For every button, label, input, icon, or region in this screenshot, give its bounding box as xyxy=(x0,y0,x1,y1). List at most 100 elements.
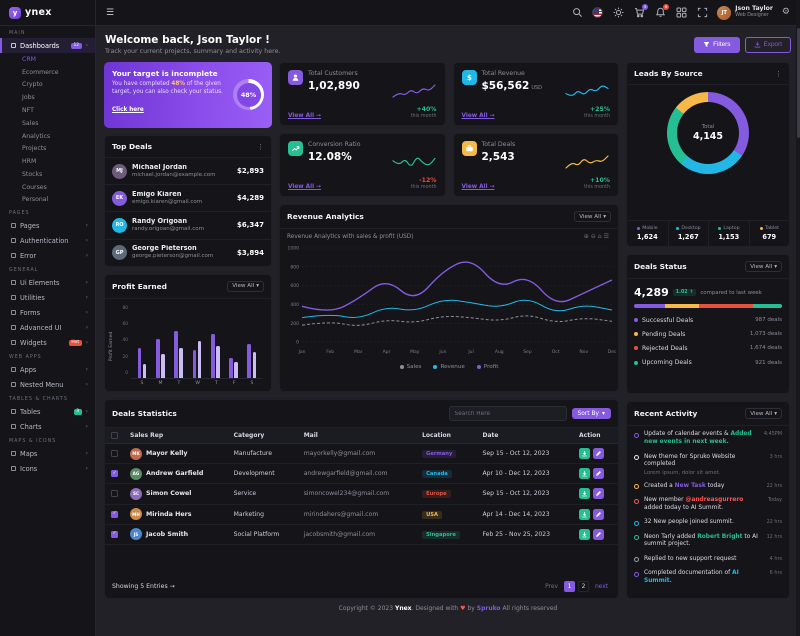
export-button[interactable]: Export xyxy=(744,36,791,53)
top-deal-row[interactable]: RO Randy Origoan randy.origoan@gmail.com… xyxy=(105,212,271,240)
sidebar-item[interactable]: Icons › xyxy=(0,461,95,476)
kebab-menu-icon[interactable]: ⋮ xyxy=(257,142,264,151)
row-checkbox[interactable]: ✓ xyxy=(111,510,118,518)
deals-status-view-all[interactable]: View All ▾ xyxy=(745,261,782,272)
edit-button[interactable] xyxy=(593,508,605,520)
sidebar-subitem[interactable]: NFT xyxy=(22,107,34,115)
sidebar-subitem[interactable]: HRM xyxy=(22,158,37,166)
download-button[interactable] xyxy=(579,468,591,480)
menu-toggle-icon[interactable]: ☰ xyxy=(106,7,115,18)
target-click-here-link[interactable]: Click here xyxy=(112,107,144,114)
pagination-page-1[interactable]: 1 xyxy=(563,581,575,592)
view-all-link[interactable]: View All → xyxy=(288,113,322,119)
pagination-next[interactable]: next xyxy=(594,583,608,590)
rep-avatar: JS xyxy=(130,528,142,541)
edit-button[interactable] xyxy=(593,448,605,460)
activity-item: Completed documentation of AI Summit. 6 … xyxy=(627,567,789,589)
download-button[interactable] xyxy=(579,508,591,520)
sidebar-item-icon xyxy=(11,340,16,346)
user-menu[interactable]: JT Json Taylor Web Designer xyxy=(717,5,773,20)
search-input[interactable] xyxy=(448,406,567,421)
table-column-header[interactable]: Sales Rep xyxy=(124,428,228,444)
sidebar-item[interactable]: Maps › xyxy=(0,446,95,461)
settings-gear-icon[interactable]: ⚙ xyxy=(781,7,790,17)
sidebar-item[interactable]: Widgets Hot › xyxy=(0,335,95,350)
cart-icon[interactable]: 5 xyxy=(633,3,649,19)
theme-toggle-sun-icon[interactable] xyxy=(612,7,624,19)
view-all-link[interactable]: View All → xyxy=(461,184,495,190)
fullscreen-icon[interactable] xyxy=(696,7,708,19)
download-button[interactable] xyxy=(579,528,591,540)
sidebar-item[interactable]: Apps › xyxy=(0,362,95,377)
pagination-page-2[interactable]: 2 xyxy=(577,581,589,592)
sidebar-subitem[interactable]: CRM xyxy=(22,55,36,63)
sidebar-item[interactable]: Advanced UI › xyxy=(0,320,95,335)
filters-button[interactable]: Filters xyxy=(694,36,740,53)
sidebar-subitem[interactable]: Personal xyxy=(22,196,49,204)
sidebar-item[interactable]: Pages › xyxy=(0,218,95,233)
table-column-header[interactable]: Date xyxy=(476,428,574,444)
notifications-bell-icon[interactable]: 6 xyxy=(654,3,670,19)
sidebar-item[interactable]: Forms › xyxy=(0,305,95,320)
sidebar-item[interactable]: Dashboards 12 › xyxy=(0,38,95,53)
download-button[interactable] xyxy=(579,488,591,500)
download-button[interactable] xyxy=(579,448,591,460)
table-row[interactable]: ✓ MK Mayor Kelly Manufacture mayorkelly@g… xyxy=(105,443,618,465)
sidebar-subitem[interactable]: Stocks xyxy=(22,170,43,178)
sidebar-item-icon xyxy=(11,280,16,286)
sidebar-subitem[interactable]: Ecommerce xyxy=(22,68,59,76)
row-checkbox[interactable]: ✓ xyxy=(111,450,118,458)
sidebar-item[interactable]: Ui Elements › xyxy=(0,275,95,290)
profit-view-all[interactable]: View All ▾ xyxy=(227,280,264,292)
search-icon[interactable] xyxy=(571,7,583,19)
row-checkbox[interactable]: ✓ xyxy=(111,530,118,538)
sidebar-item[interactable]: Nested Menu › xyxy=(0,377,95,392)
apps-grid-icon[interactable] xyxy=(675,7,687,19)
table-column-header[interactable]: Mail xyxy=(297,428,417,444)
sort-by-button[interactable]: Sort By ▾ xyxy=(571,407,611,420)
sidebar-item[interactable]: Charts › xyxy=(0,419,95,434)
table-column-header[interactable]: Category xyxy=(227,428,298,444)
activity-view-all[interactable]: View All ▾ xyxy=(745,408,782,419)
status-dot xyxy=(634,346,638,351)
top-deal-row[interactable]: MJ Michael Jordan michael.jordan@example… xyxy=(105,158,271,186)
edit-button[interactable] xyxy=(593,468,605,480)
activity-time: 3 hrs xyxy=(769,453,782,460)
sidebar-subitem[interactable]: Crypto xyxy=(22,81,43,89)
view-all-link[interactable]: View All → xyxy=(288,184,322,190)
table-column-header[interactable]: Location xyxy=(416,428,477,444)
sidebar-item[interactable]: Utilities › xyxy=(0,290,95,305)
scrollbar[interactable] xyxy=(796,0,800,636)
revenue-title: Revenue Analytics xyxy=(287,212,364,221)
sidebar-subitem[interactable]: Jobs xyxy=(22,94,35,102)
edit-button[interactable] xyxy=(593,528,605,540)
table-row[interactable]: ✓ MH Mirinda Hers Marketing mirindahers@g… xyxy=(105,504,618,525)
select-all-checkbox[interactable]: ✓ xyxy=(111,432,118,439)
designer-link[interactable]: Spruko xyxy=(476,605,501,612)
chart-toolbar[interactable]: ⊕⊖⌂☰ xyxy=(584,233,611,240)
sidebar-subitem[interactable]: Sales xyxy=(22,119,39,127)
top-deal-row[interactable]: EK Emigo Kiaren emigo.kiaren@gmail.com $… xyxy=(105,185,271,213)
sidebar-subitem[interactable]: Projects xyxy=(22,145,47,153)
table-row[interactable]: ✓ JS Jacob Smith Social Platform jacobsmi… xyxy=(105,524,618,545)
sidebar-item[interactable]: Authentication › xyxy=(0,233,95,248)
sidebar-item[interactable]: Error › xyxy=(0,248,95,263)
deal-amount: $4,289 xyxy=(236,194,264,203)
view-all-link[interactable]: View All → xyxy=(461,113,495,119)
table-row[interactable]: ✓ SC Simon Cowel Service simoncowel234@gm… xyxy=(105,483,618,505)
sidebar-subitem[interactable]: Courses xyxy=(22,183,47,191)
row-checkbox[interactable]: ✓ xyxy=(111,490,118,498)
scrollbar-thumb[interactable] xyxy=(796,28,800,138)
top-deal-row[interactable]: GP George Pieterson george.pieterson@gma… xyxy=(105,240,271,266)
sidebar-subitem[interactable]: Analytics xyxy=(22,132,51,140)
revenue-view-all[interactable]: View All ▾ xyxy=(574,211,611,222)
table-column-header[interactable]: Action xyxy=(573,428,618,444)
edit-button[interactable] xyxy=(593,488,605,500)
sidebar-item[interactable]: Tables 3 › xyxy=(0,404,95,419)
language-flag-icon[interactable] xyxy=(592,7,604,18)
kebab-menu-icon[interactable]: ⋮ xyxy=(775,69,782,78)
logo[interactable]: y ynex xyxy=(0,0,95,26)
table-row[interactable]: ✓ AG Andrew Garfield Development andrewga… xyxy=(105,463,618,485)
pagination-prev[interactable]: Prev xyxy=(545,583,558,590)
row-checkbox[interactable]: ✓ xyxy=(111,470,118,478)
